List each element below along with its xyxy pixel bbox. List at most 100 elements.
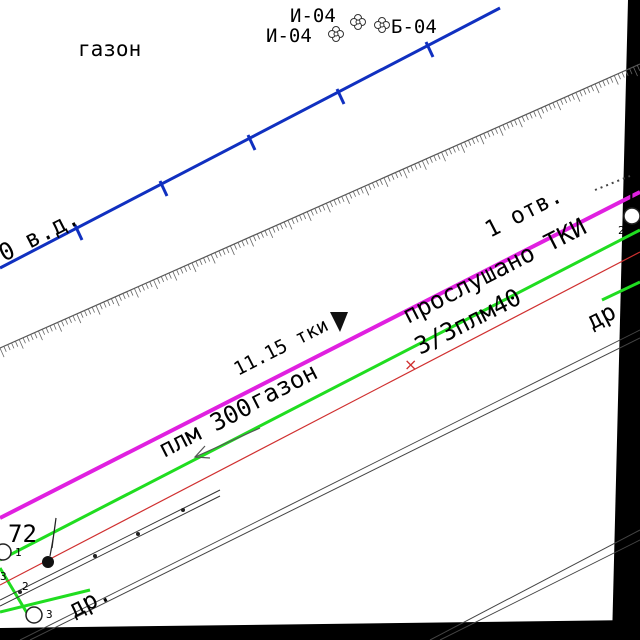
ruler-tick bbox=[103, 301, 107, 308]
ruler-tick bbox=[418, 162, 422, 168]
node-number: 2 bbox=[618, 224, 625, 237]
ruler-tick bbox=[636, 65, 640, 71]
ruler-tick bbox=[537, 109, 542, 119]
ruler-tick bbox=[210, 254, 216, 264]
dotted-leader bbox=[594, 175, 631, 191]
ruler-tick bbox=[506, 122, 510, 129]
arrow-icon bbox=[193, 427, 261, 459]
ruler-tick bbox=[556, 100, 562, 111]
ruler-tick bbox=[491, 129, 495, 136]
pipe-dot bbox=[93, 554, 97, 558]
ruler-tick bbox=[548, 104, 552, 111]
red-cable-line[interactable] bbox=[0, 251, 640, 586]
pipe-dot bbox=[181, 508, 185, 512]
ruler-tick bbox=[276, 225, 280, 231]
ruler-tick bbox=[256, 233, 261, 240]
ruler-tick bbox=[402, 168, 408, 179]
ruler-tick bbox=[571, 94, 575, 100]
ruler-tick bbox=[45, 327, 49, 334]
ruler-tick bbox=[425, 158, 429, 165]
ruler-tick bbox=[587, 87, 591, 94]
ruler-tick bbox=[479, 134, 485, 145]
hydrant-node[interactable] bbox=[42, 556, 54, 568]
ruler-tick bbox=[141, 284, 145, 291]
ruler-tick bbox=[606, 78, 610, 85]
ruler-tick bbox=[567, 95, 571, 102]
pipe-long-a bbox=[19, 329, 640, 640]
water-line[interactable] bbox=[0, 6, 501, 270]
ruler-tick bbox=[529, 112, 533, 119]
ruler-tick bbox=[168, 272, 172, 279]
ruler-tick bbox=[107, 300, 111, 306]
ruler-tick bbox=[199, 259, 203, 266]
ruler-tick bbox=[18, 339, 24, 349]
ruler-tick bbox=[264, 230, 268, 237]
ruler-tick bbox=[414, 163, 418, 170]
ruler-tick bbox=[279, 223, 284, 230]
ruler-tick bbox=[253, 235, 257, 242]
ruler-tick bbox=[191, 262, 197, 273]
drain-label-left: др. bbox=[64, 579, 115, 624]
ruler-tick bbox=[544, 105, 548, 112]
lawn-label-top: газон bbox=[78, 37, 141, 61]
ruler-tick bbox=[64, 318, 69, 325]
ruler-tick bbox=[241, 240, 245, 247]
ruler-tick bbox=[0, 347, 5, 358]
hydrant-stem bbox=[49, 517, 57, 557]
pipe-long-b bbox=[29, 337, 640, 640]
ruler-tick bbox=[517, 117, 523, 128]
ruler-tick bbox=[360, 187, 364, 194]
ruler-tick bbox=[26, 335, 30, 342]
ruler-tick bbox=[322, 204, 326, 211]
tree-label-1: И-04 bbox=[290, 5, 336, 27]
tki-label: 11.15 тки bbox=[230, 314, 332, 380]
ruler-tick bbox=[187, 264, 191, 271]
ruler-tick bbox=[352, 191, 356, 197]
ruler-tick bbox=[391, 174, 395, 180]
ruler-tick bbox=[114, 296, 120, 307]
pipe-dot bbox=[18, 590, 22, 594]
well-circle-icon[interactable] bbox=[25, 606, 43, 624]
ruler-tick bbox=[387, 175, 391, 182]
ruler-tick bbox=[356, 189, 360, 196]
ruler-tick bbox=[122, 293, 126, 300]
ruler-tick bbox=[57, 322, 63, 332]
tree-code-label: Б-04 bbox=[391, 16, 437, 38]
ruler-tick bbox=[368, 184, 372, 191]
ruler-tick bbox=[602, 80, 606, 87]
ruler-tick bbox=[180, 267, 184, 274]
ruler-tick bbox=[613, 75, 619, 85]
node-number: 3 bbox=[46, 608, 53, 621]
green-line-right[interactable] bbox=[601, 280, 640, 302]
elevation-label: 72 bbox=[8, 520, 37, 548]
ruler-tick bbox=[87, 308, 92, 315]
pipe-dot bbox=[136, 532, 140, 536]
ruler-tick bbox=[437, 153, 441, 160]
ruler-tick bbox=[525, 114, 529, 121]
triangle-marker-icon[interactable] bbox=[330, 312, 348, 332]
ruler-tick bbox=[456, 145, 460, 151]
ruler-tick bbox=[629, 68, 633, 75]
ruler-tick bbox=[464, 141, 468, 148]
well-circle-icon[interactable] bbox=[623, 207, 640, 225]
ruler-tick bbox=[310, 209, 314, 216]
ruler-tick bbox=[222, 249, 226, 255]
well-circle-icon[interactable] bbox=[0, 543, 12, 561]
ruler-tick bbox=[379, 179, 383, 185]
ruler-tick bbox=[229, 245, 235, 256]
ruler-tick bbox=[610, 76, 614, 83]
green-line-main[interactable] bbox=[0, 228, 640, 562]
ruler-tick bbox=[118, 295, 122, 301]
ruler-tick bbox=[7, 344, 11, 351]
green-line-lower[interactable] bbox=[0, 588, 91, 614]
ruler-tick bbox=[345, 194, 350, 204]
ruler-tick bbox=[510, 121, 514, 128]
ruler-tick bbox=[145, 283, 149, 289]
ruler-tick bbox=[475, 136, 479, 143]
ruler-tick bbox=[633, 66, 638, 77]
ruler-tick bbox=[3, 346, 7, 352]
ruler-tick bbox=[337, 197, 341, 204]
magenta-line[interactable] bbox=[0, 190, 640, 520]
ruler-tick bbox=[398, 170, 403, 177]
